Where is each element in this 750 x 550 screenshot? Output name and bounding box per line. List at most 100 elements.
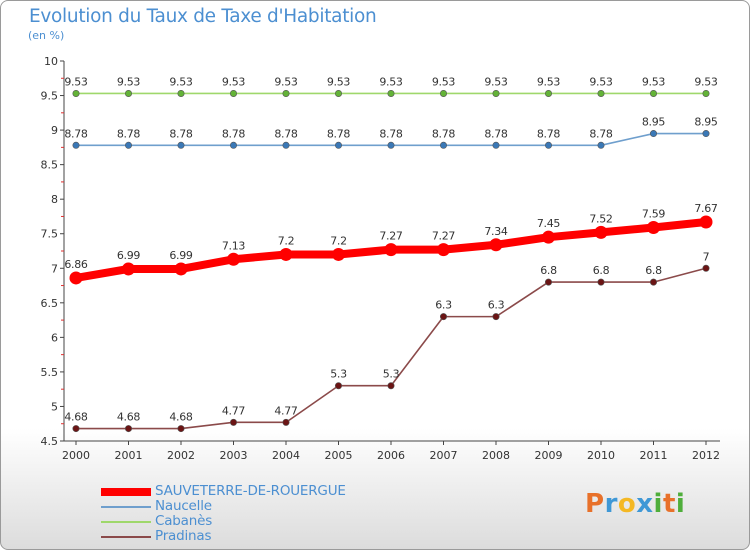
data-label-pradinas: 5.3 — [383, 368, 400, 381]
data-label-pradinas: 7 — [703, 250, 710, 263]
data-label-naucelle: 8.78 — [589, 127, 613, 140]
data-point-pradinas — [492, 313, 500, 321]
logo-letter: i — [675, 489, 686, 519]
data-label-naucelle: 8.78 — [117, 127, 141, 140]
data-point-pradinas — [177, 425, 185, 433]
data-point-pradinas — [72, 425, 80, 433]
data-label-sauveterre: 6.86 — [64, 258, 88, 271]
data-point-cabanes — [492, 89, 500, 97]
line-chart: 4.5 5 5.5 6 6.5 7 7.5 8 8.5 9 9.5 10 2000 2001 2002 200… — [41, 55, 720, 462]
x-tick-label: 2002 — [167, 449, 195, 462]
data-label-cabanes: 9.53 — [327, 75, 351, 88]
x-tick-label: 2008 — [482, 449, 510, 462]
data-label-cabanes: 9.53 — [642, 75, 666, 88]
data-point-sauveterre — [699, 215, 713, 229]
data-point-cabanes — [230, 89, 238, 97]
data-label-naucelle: 8.78 — [432, 127, 456, 140]
data-label-pradinas: 4.77 — [274, 404, 298, 417]
data-point-cabanes — [439, 89, 447, 97]
data-point-sauveterre — [279, 247, 293, 261]
data-point-sauveterre — [437, 243, 450, 257]
y-tick-label: 4.5 — [41, 435, 59, 448]
data-point-sauveterre — [69, 271, 83, 285]
data-label-cabanes: 9.53 — [484, 75, 508, 88]
data-label-pradinas: 6.8 — [593, 264, 610, 277]
data-label-naucelle: 8.78 — [64, 127, 88, 140]
data-point-sauveterre — [489, 238, 503, 252]
data-point-naucelle — [334, 141, 342, 149]
x-tick-label: 2006 — [377, 449, 405, 462]
data-point-pradinas — [334, 382, 342, 390]
data-label-pradinas: 6.3 — [435, 299, 452, 312]
data-label-cabanes: 9.53 — [432, 75, 456, 88]
data-point-naucelle — [702, 130, 710, 138]
x-tick-label: 2007 — [430, 449, 458, 462]
data-label-sauveterre: 7.67 — [694, 202, 718, 215]
logo-letter: P — [585, 489, 605, 519]
data-label-cabanes: 9.53 — [169, 75, 193, 88]
data-point-cabanes — [597, 89, 605, 97]
logo-letter: i — [653, 489, 663, 519]
data-point-pradinas — [649, 278, 657, 286]
x-tick-label: 2005 — [325, 449, 353, 462]
data-label-cabanes: 9.53 — [64, 75, 88, 88]
data-label-pradinas: 6.8 — [540, 264, 557, 277]
data-point-cabanes — [282, 89, 290, 97]
data-point-pradinas — [387, 382, 395, 390]
data-point-naucelle — [649, 130, 657, 138]
y-tick-label: 9 — [51, 124, 58, 137]
data-label-sauveterre: 6.99 — [117, 249, 141, 262]
data-label-sauveterre: 7.45 — [537, 217, 561, 230]
data-point-cabanes — [649, 89, 657, 97]
data-label-cabanes: 9.53 — [589, 75, 613, 88]
x-tick-label: 2001 — [115, 449, 143, 462]
logo-letter: o — [617, 489, 637, 519]
data-point-naucelle — [282, 141, 290, 149]
y-tick-label: 6 — [51, 331, 58, 344]
legend-label-cabanes: Cabanès — [155, 513, 213, 529]
data-label-sauveterre: 7.27 — [432, 230, 456, 243]
data-point-naucelle — [387, 141, 395, 149]
data-label-sauveterre: 7.2 — [278, 234, 295, 247]
x-tick-label: 2011 — [640, 449, 668, 462]
data-label-cabanes: 9.53 — [274, 75, 298, 88]
data-label-cabanes: 9.53 — [117, 75, 141, 88]
y-tick-label: 10 — [44, 55, 58, 68]
data-label-naucelle: 8.78 — [537, 127, 561, 140]
data-label-sauveterre: 7.27 — [379, 230, 403, 243]
x-tick-label: 2009 — [535, 449, 563, 462]
data-point-naucelle — [230, 141, 238, 149]
proxiti-logo[interactable]: Proxiti — [585, 489, 685, 519]
data-point-sauveterre — [594, 225, 608, 239]
data-label-sauveterre: 7.34 — [484, 225, 508, 238]
data-point-naucelle — [492, 141, 500, 149]
data-point-sauveterre — [227, 252, 240, 266]
logo-letter: t — [662, 489, 676, 519]
data-label-sauveterre: 7.52 — [589, 212, 612, 225]
x-tick-label: 2012 — [692, 449, 720, 462]
y-tick-label: 7 — [51, 262, 58, 275]
data-point-naucelle — [439, 141, 447, 149]
y-tick-label: 8 — [51, 193, 58, 206]
data-label-naucelle: 8.95 — [642, 116, 666, 129]
data-point-cabanes — [177, 89, 185, 97]
data-point-cabanes — [125, 89, 133, 97]
legend-swatch-sauveterre — [101, 488, 151, 496]
series-line-pradinas — [75, 267, 707, 430]
y-tick-label: 5.5 — [41, 366, 59, 379]
data-point-pradinas — [282, 418, 290, 426]
data-point-cabanes — [387, 89, 395, 97]
data-label-naucelle: 8.78 — [327, 127, 351, 140]
legend-swatch-cabanes — [101, 521, 151, 523]
data-point-pradinas — [439, 313, 447, 321]
data-point-cabanes — [702, 89, 710, 97]
data-point-cabanes — [544, 89, 552, 97]
data-point-cabanes — [334, 89, 342, 97]
data-label-naucelle: 8.78 — [222, 127, 246, 140]
data-label-pradinas: 5.3 — [330, 368, 347, 381]
data-label-sauveterre: 7.59 — [642, 208, 666, 221]
data-label-sauveterre: 7.2 — [330, 234, 347, 247]
data-point-pradinas — [597, 278, 605, 286]
data-point-sauveterre — [647, 221, 660, 235]
